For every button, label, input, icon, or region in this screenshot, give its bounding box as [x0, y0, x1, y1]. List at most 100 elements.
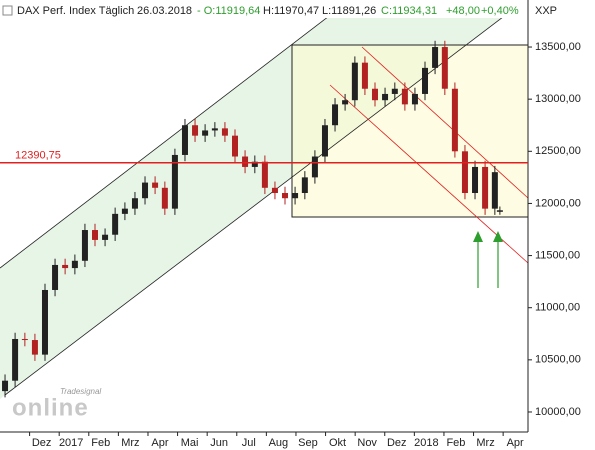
candle-body	[472, 166, 479, 194]
channel-line	[0, 18, 328, 269]
x-tick-label: 2018	[414, 437, 438, 449]
candle-body	[92, 230, 99, 240]
candle-body	[271, 187, 278, 194]
candle-body	[391, 88, 398, 94]
y-tick-label: 11000,00	[535, 302, 580, 314]
trend-channel	[0, 18, 502, 399]
arrow-head	[473, 231, 483, 242]
candle-body	[251, 161, 258, 167]
logo-small: Tradesignal	[60, 387, 101, 396]
range-box	[291, 44, 528, 218]
candle-body	[221, 128, 228, 136]
y-tick-label: 10000,00	[535, 406, 581, 418]
candle-body	[41, 289, 48, 355]
candle-body	[202, 130, 209, 136]
x-tick-label: Feb	[91, 437, 110, 449]
candle-body	[491, 172, 498, 209]
candle-body	[161, 187, 168, 209]
quote-label: C:11934,31	[381, 5, 437, 17]
candle-body	[121, 208, 128, 214]
y-tick-label: 10500,00	[535, 354, 581, 366]
candle-body	[81, 230, 88, 261]
candle-body	[242, 156, 249, 167]
candle-body	[2, 380, 9, 392]
candle-body	[441, 47, 448, 89]
candle-body	[52, 264, 59, 290]
x-tick-label: Dez	[387, 437, 407, 449]
candle-body	[482, 166, 489, 209]
candle-body	[301, 177, 308, 194]
x-tick-label: Apr	[507, 437, 524, 449]
candle-body	[21, 338, 28, 341]
candle-body	[321, 125, 328, 157]
x-tick-label: Jul	[242, 437, 256, 449]
x-tick-label: Dez	[32, 437, 52, 449]
x-tick-label: Nov	[357, 437, 377, 449]
candle-body	[432, 47, 439, 68]
candle-body	[351, 62, 358, 101]
candle-body	[231, 135, 238, 157]
candle-body	[292, 193, 299, 199]
candle-body	[461, 151, 468, 194]
candle-body	[102, 234, 109, 240]
x-tick-label: 2017	[59, 437, 83, 449]
channel-line	[4, 18, 503, 396]
candle-body	[422, 67, 429, 94]
candle-body	[171, 154, 178, 209]
down-channel-line	[361, 46, 528, 199]
candle-body	[496, 210, 503, 212]
candles	[2, 40, 503, 398]
quote-label: L:11891,26	[322, 5, 376, 17]
drawings	[0, 18, 528, 399]
candle-body	[142, 182, 149, 199]
x-tick-label: Mrz	[121, 437, 139, 449]
candle-body	[192, 125, 199, 136]
x-tick-label: Aug	[269, 437, 289, 449]
date: 26.03.2018	[137, 5, 192, 17]
quote-label: +0,40%	[481, 5, 519, 17]
y-tick-label: 13500,00	[535, 41, 581, 53]
candle-body	[62, 264, 69, 269]
candle-body	[31, 340, 38, 355]
quote-label: - O:11919,64	[197, 5, 260, 17]
candle-body	[382, 93, 389, 101]
down-channel-line	[329, 84, 528, 264]
y-tick-label: 12500,00	[535, 145, 581, 157]
x-tick-label: Mai	[181, 437, 199, 449]
quote-label: +48,00	[446, 5, 480, 17]
horizontal-line-label: 12390,75	[15, 150, 61, 162]
candle-body	[342, 100, 349, 105]
x-tick-label: Apr	[151, 437, 168, 449]
y-tick-label: 12000,00	[535, 197, 581, 209]
candle-body	[282, 193, 289, 199]
y-tick-label: 13000,00	[535, 93, 581, 105]
quote-label: H:11970,47	[263, 5, 319, 17]
candle-body	[332, 104, 339, 126]
candle-body	[371, 88, 378, 101]
x-tick-label: Mrz	[476, 437, 494, 449]
candle-body	[131, 198, 138, 209]
axis-label: XXP	[535, 5, 557, 17]
y-tick-label: 11500,00	[535, 249, 580, 261]
candle-body	[152, 182, 159, 188]
arrows	[473, 231, 503, 288]
candle-body	[112, 213, 119, 235]
candle-body	[361, 62, 368, 89]
menu-icon[interactable]	[2, 5, 13, 16]
candle-body	[71, 260, 78, 269]
candle-body	[311, 156, 318, 178]
x-tick-label: Okt	[329, 437, 346, 449]
x-tick-label: Feb	[446, 437, 465, 449]
candle-body	[12, 338, 19, 381]
x-tick-label: Sep	[298, 437, 318, 449]
candle-body	[411, 93, 418, 105]
candle-body	[181, 125, 188, 155]
chart-title: DAX Perf. Index Täglich	[17, 5, 134, 17]
candle-body	[451, 88, 458, 152]
x-tick-label: Jun	[210, 437, 228, 449]
candle-body	[211, 128, 218, 131]
candle-body	[401, 88, 408, 105]
arrow-head	[493, 231, 503, 242]
candle-body	[261, 161, 268, 188]
